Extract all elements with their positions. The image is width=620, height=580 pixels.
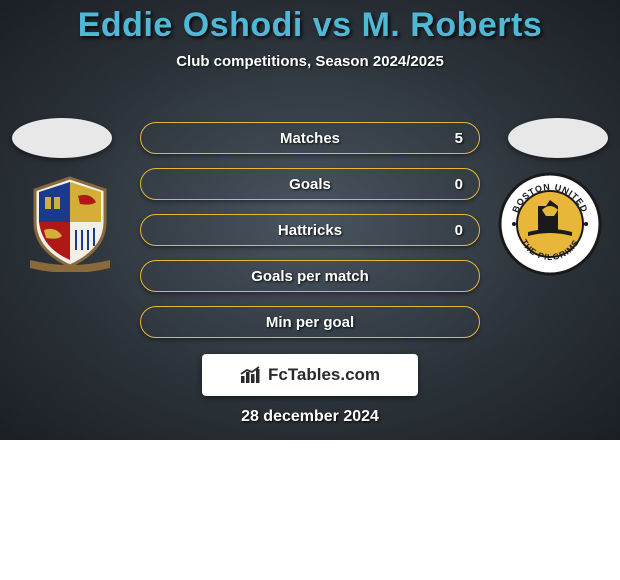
site-logo-box: FcTables.com [202,354,418,396]
comparison-card: Eddie Oshodi vs M. Roberts Club competit… [0,0,620,440]
stat-row-hattricks: Hattricks 0 [140,214,480,246]
stat-label: Min per goal [266,314,354,331]
stat-row-goals-per-match: Goals per match [140,260,480,292]
badge-icon: BOSTON UNITED THE PILGRIMS [498,172,602,276]
stat-row-min-per-goal: Min per goal [140,306,480,338]
stat-value-right: 0 [455,222,463,239]
stat-label: Goals per match [251,268,369,285]
stat-label: Matches [280,130,340,147]
stat-value-right: 5 [455,130,463,147]
shield-icon [20,172,120,272]
site-logo: FcTables.com [240,365,380,385]
stat-row-goals: Goals 0 [140,168,480,200]
player-avatar-left [12,118,112,158]
logo-text: FcTables.com [268,365,380,385]
page-title: Eddie Oshodi vs M. Roberts [0,0,620,45]
player-avatar-right [508,118,608,158]
date-text: 28 december 2024 [0,408,620,426]
stat-row-matches: Matches 5 [140,122,480,154]
chart-icon [240,366,262,384]
club-crest-left [20,172,120,268]
below-area [0,440,620,580]
subtitle: Club competitions, Season 2024/2025 [0,53,620,70]
stat-label: Hattricks [278,222,342,239]
stat-value-right: 0 [455,176,463,193]
stats-list: Matches 5 Goals 0 Hattricks 0 Goals per … [140,122,480,352]
club-crest-right: BOSTON UNITED THE PILGRIMS [498,172,602,272]
stat-label: Goals [289,176,331,193]
